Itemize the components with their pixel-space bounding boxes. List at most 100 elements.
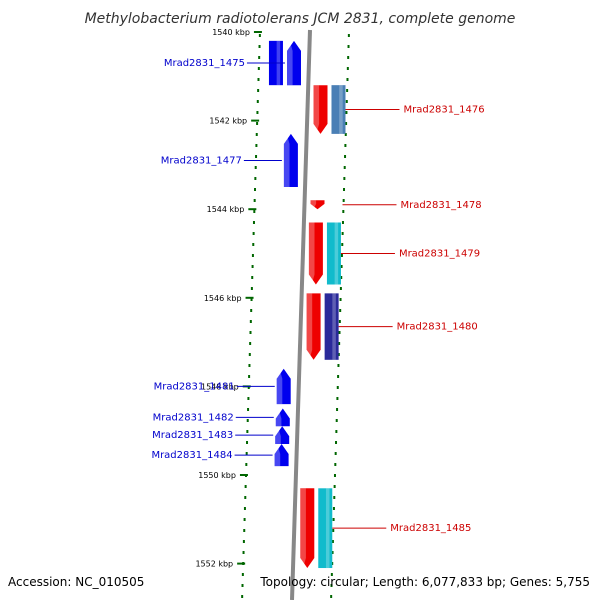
- minor-tick: [337, 375, 340, 378]
- minor-tick: [342, 199, 345, 202]
- minor-tick: [336, 408, 339, 411]
- reverse-gene-arrow[interactable]: [313, 85, 328, 134]
- minor-tick: [333, 496, 336, 499]
- minor-tick: [341, 232, 344, 235]
- minor-tick: [333, 485, 336, 488]
- gene-label[interactable]: Mrad2831_1485: [390, 523, 471, 534]
- minor-tick: [250, 298, 253, 301]
- minor-tick: [244, 474, 247, 477]
- forward-gene-arrow[interactable]: [283, 133, 298, 187]
- minor-tick: [252, 243, 255, 246]
- minor-tick: [248, 364, 251, 367]
- gene-label[interactable]: Mrad2831_1477: [161, 155, 242, 166]
- tick-marks: 1540 kbp 1542 kbp 1544 kbp 1546 kbp 1548 kbp…: [195, 28, 350, 598]
- minor-tick: [343, 166, 346, 169]
- minor-tick: [330, 573, 333, 576]
- minor-tick: [332, 529, 335, 532]
- accession-text: Accession: NC_010505: [8, 575, 144, 589]
- minor-tick: [340, 276, 343, 279]
- forward-gene-arrow[interactable]: [276, 368, 291, 405]
- minor-tick: [243, 518, 246, 521]
- minor-tick: [244, 485, 247, 488]
- reverse-gene-arrow[interactable]: [300, 488, 315, 568]
- minor-tick: [336, 386, 339, 389]
- genome-axis-line: [290, 29, 312, 600]
- gene-label[interactable]: Mrad2831_1481: [154, 381, 235, 392]
- minor-tick: [345, 100, 348, 103]
- gene-label[interactable]: Mrad2831_1482: [153, 412, 234, 423]
- minor-tick: [344, 144, 347, 147]
- minor-tick: [342, 210, 345, 213]
- gene-label[interactable]: Mrad2831_1480: [397, 322, 478, 333]
- map-title: Methylobacterium radiotolerans JCM 2831,…: [85, 11, 516, 27]
- minor-tick: [258, 45, 261, 48]
- reverse-gene-arrow[interactable]: [310, 200, 325, 210]
- minor-tick: [343, 177, 346, 180]
- forward-gene-arrow[interactable]: [274, 444, 289, 467]
- minor-tick: [252, 221, 255, 224]
- minor-tick: [337, 353, 340, 356]
- minor-tick: [255, 133, 258, 136]
- minor-tick: [243, 529, 246, 532]
- minor-tick: [331, 540, 334, 543]
- gene-label[interactable]: Mrad2831_1483: [152, 430, 233, 441]
- minor-tick: [241, 584, 244, 587]
- minor-tick: [245, 463, 248, 466]
- minor-tick: [242, 562, 245, 565]
- minor-tick: [338, 320, 341, 323]
- minor-tick: [252, 232, 255, 235]
- minor-tick: [331, 551, 334, 554]
- scale-tick-label: 1550 kbp: [198, 471, 236, 480]
- reverse-gene-arrow[interactable]: [306, 293, 321, 360]
- minor-tick: [255, 144, 258, 147]
- minor-tick: [336, 397, 339, 400]
- minor-tick: [247, 397, 250, 400]
- scale-tick-label: 1544 kbp: [207, 205, 245, 214]
- minor-tick: [257, 89, 260, 92]
- forward-gene-arrow[interactable]: [275, 408, 290, 427]
- feature-box: [324, 293, 339, 360]
- minor-tick: [343, 188, 346, 191]
- gene-label[interactable]: Mrad2831_1484: [151, 450, 232, 461]
- minor-tick: [335, 430, 338, 433]
- minor-tick: [251, 265, 254, 268]
- minor-tick: [339, 309, 342, 312]
- scale-tick-label: 1548 kbp: [201, 382, 239, 391]
- minor-tick: [332, 507, 335, 510]
- feature-box: [326, 222, 341, 285]
- minor-tick: [346, 67, 349, 70]
- scale-tick-label: 1552 kbp: [195, 560, 233, 569]
- minor-tick: [347, 34, 350, 37]
- minor-tick: [256, 100, 259, 103]
- minor-tick: [255, 155, 258, 158]
- reverse-gene-arrow[interactable]: [308, 222, 323, 285]
- minor-tick: [250, 287, 253, 290]
- minor-tick: [245, 452, 248, 455]
- minor-tick: [250, 309, 253, 312]
- gene-label[interactable]: Mrad2831_1475: [164, 58, 245, 69]
- scale-tick-label: 1546 kbp: [204, 294, 242, 303]
- forward-gene-arrow[interactable]: [287, 40, 301, 86]
- minor-tick: [339, 298, 342, 301]
- minor-tick: [340, 254, 343, 257]
- gene-label[interactable]: Mrad2831_1478: [400, 200, 481, 211]
- minor-tick: [334, 463, 337, 466]
- minor-tick: [335, 441, 338, 444]
- minor-tick: [253, 199, 256, 202]
- minor-tick: [257, 78, 260, 81]
- forward-gene-arrow[interactable]: [275, 426, 290, 444]
- minor-tick: [246, 430, 249, 433]
- minor-tick: [345, 111, 348, 114]
- minor-tick: [344, 133, 347, 136]
- minor-tick: [346, 89, 349, 92]
- gene-label[interactable]: Mrad2831_1479: [399, 249, 480, 260]
- minor-tick: [345, 122, 348, 125]
- gene-labels: Mrad2831_1475 Mrad2831_1476 Mrad2831_1477 M…: [151, 58, 484, 534]
- minor-tick: [251, 254, 254, 257]
- minor-tick: [347, 56, 350, 59]
- gene-label[interactable]: Mrad2831_1476: [403, 105, 484, 116]
- minor-tick: [249, 342, 252, 345]
- minor-tick: [251, 276, 254, 279]
